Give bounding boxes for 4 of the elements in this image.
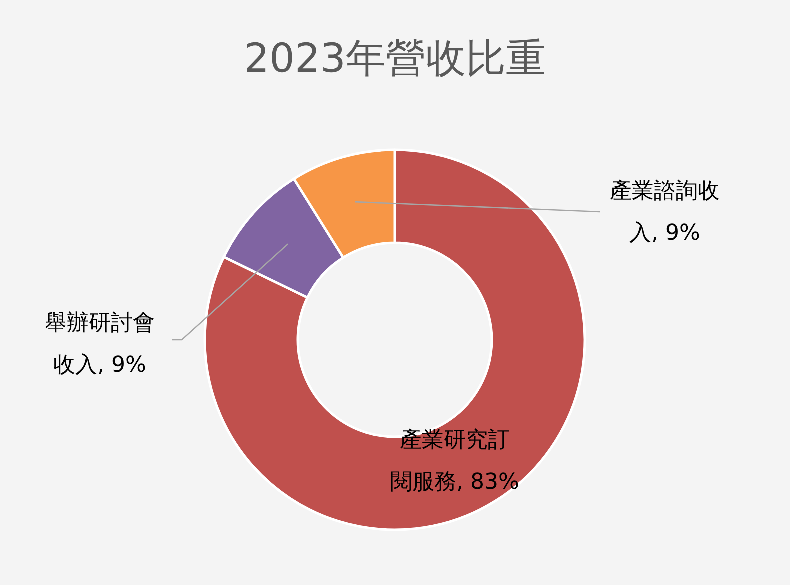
slice-label: 產業諮詢收入, 9% <box>610 179 720 246</box>
chart-title: 2023年營收比重 <box>244 36 546 82</box>
slice-label: 舉辦研討會收入, 9% <box>45 311 155 378</box>
donut-slice <box>204 148 586 532</box>
